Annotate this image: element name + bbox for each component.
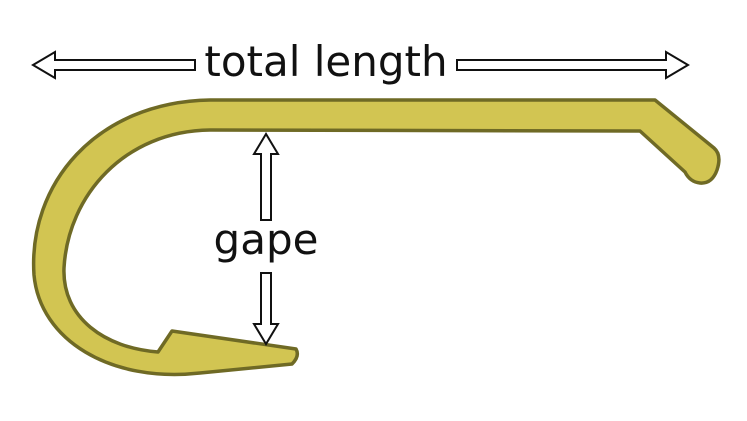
total-length-left-arrow [31, 50, 196, 80]
fish-hook-shape [31, 98, 721, 377]
gape-label: gape [214, 215, 319, 264]
gape-down-arrow [252, 272, 280, 346]
gape-up-arrow [252, 132, 280, 221]
total-length-right-arrow [456, 50, 690, 80]
total-length-label: total length [204, 37, 447, 86]
